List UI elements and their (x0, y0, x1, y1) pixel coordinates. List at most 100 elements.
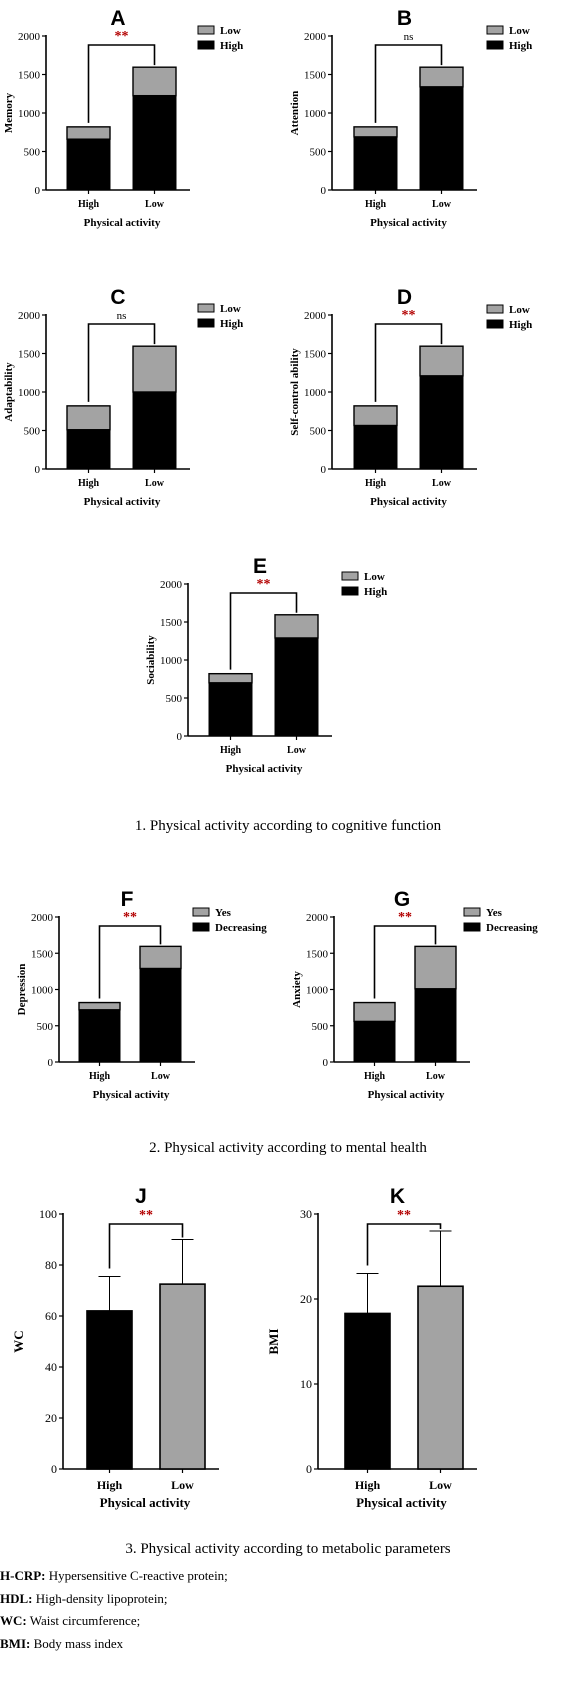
panel-k-significance-label: ** (397, 1208, 411, 1223)
panel-a-y-tick-label-0: 0 (35, 185, 41, 197)
panel-d-letter: D (397, 286, 412, 309)
panel-j-letter: J (135, 1185, 147, 1208)
panel-k-y-tick-label-1: 10 (300, 1377, 312, 1391)
panel-f-x-tick-label-1: Low (151, 1071, 171, 1082)
panel-a-bar-0-high (66, 138, 111, 191)
panel-j-x-tick-label-1: Low (171, 1478, 194, 1492)
panel-a-letter: A (110, 7, 125, 30)
panel-f-bar-0-yes (78, 1001, 121, 1011)
panel-j-y-tick-label-2: 40 (45, 1360, 57, 1374)
panel-g-significance-bracket (373, 925, 437, 999)
panel-d-legend-label-1: High (509, 319, 532, 331)
panel-g-x-label: Physical activity (368, 1089, 445, 1101)
panel-a-y-tick-label-3: 1500 (18, 70, 41, 82)
panel-b-x-tick-label-1: Low (432, 199, 452, 210)
panel-a-x-tick-label-0: High (78, 199, 100, 210)
abbreviation-hdl: HDL: High-density lipoprotein; (0, 1591, 168, 1606)
panel-g-significance-label: ** (398, 910, 412, 925)
panel-k-x-tick-label-0: High (355, 1478, 381, 1492)
panel-k-y-tick-label-3: 30 (300, 1207, 312, 1221)
abbreviation-hcrp: H-CRP: Hypersensitive C-reactive protein… (0, 1568, 228, 1583)
panel-j-y-tick-label-1: 20 (45, 1411, 57, 1425)
panel-c-y-tick-label-2: 1000 (18, 387, 41, 399)
panel-b-bar-0-low (353, 126, 398, 138)
panel-d-y-tick-label-3: 1500 (304, 349, 327, 361)
panel-f-significance-bracket (98, 925, 162, 999)
caption-cognitive: 1. Physical activity according to cognit… (134, 818, 442, 834)
panel-j-x-label: Physical activity (100, 1495, 191, 1510)
panel-c-significance-bracket (87, 323, 156, 402)
panel-k-bar-0 (344, 1312, 391, 1470)
panel-g-legend-swatch-0 (463, 907, 481, 917)
panel-d-bar-1-low (419, 345, 464, 377)
panel-a-y-tick-label-2: 1000 (18, 108, 41, 120)
panel-d-legend-swatch-0 (486, 304, 504, 314)
panel-f-significance-label: ** (123, 910, 137, 925)
panel-d-significance-bracket (374, 323, 443, 402)
panel-d-y-tick-label-0: 0 (321, 464, 327, 476)
panel-b-bar-1-low (419, 66, 464, 88)
panel-c-legend-swatch-0 (197, 303, 215, 313)
panel-k-x-label: Physical activity (356, 1495, 447, 1510)
panel-f-y-tick-label-0: 0 (48, 1057, 54, 1069)
panel-j-bar-1 (159, 1283, 206, 1470)
abbreviation-bmi: BMI: Body mass index (0, 1636, 124, 1651)
panel-f-y-tick-label-1: 500 (37, 1021, 54, 1033)
panel-b-bar-0-high (353, 136, 398, 191)
panel-e-significance-label: ** (257, 577, 271, 592)
panel-e-y-tick-label-0: 0 (177, 731, 183, 743)
panel-c-x-tick-label-1: Low (145, 478, 165, 489)
panel-b-letter: B (397, 7, 412, 30)
panel-g-y-tick-label-2: 1000 (306, 985, 329, 997)
panel-f-y-tick-label-3: 1500 (31, 948, 54, 960)
panel-j-y-tick-label-4: 80 (45, 1258, 57, 1272)
panel-d-x-tick-label-0: High (365, 478, 387, 489)
panel-e-legend-label-0: Low (364, 571, 385, 583)
panel-d-x-tick-label-1: Low (432, 478, 452, 489)
panel-a-y-label: Memory (3, 92, 15, 133)
panel-a-bar-1-high (132, 95, 177, 191)
panel-b-legend-label-1: High (509, 40, 532, 52)
panel-e-bar-1-high (274, 637, 319, 737)
panel-a-x-label: Physical activity (84, 217, 161, 229)
panel-f-x-tick-label-0: High (89, 1071, 111, 1082)
panel-j-bar-0 (86, 1310, 133, 1470)
panel-b-y-label: Attention (289, 91, 301, 136)
panel-j-y-tick-label-0: 0 (51, 1462, 57, 1476)
panel-b-y-tick-label-3: 1500 (304, 70, 327, 82)
panel-e-bar-0-low (208, 672, 253, 684)
panel-d-y-tick-label-1: 500 (310, 426, 327, 438)
panel-f-bar-1-yes (139, 945, 182, 970)
panel-d-y-label: Self-control ability (289, 348, 301, 436)
panel-f-x-label: Physical activity (93, 1089, 170, 1101)
panel-k-y-tick-label-0: 0 (306, 1462, 312, 1476)
panel-c-y-tick-label-0: 0 (35, 464, 41, 476)
panel-b-significance-label: ns (404, 31, 414, 43)
panel-b-x-label: Physical activity (370, 217, 447, 229)
panel-g-x-tick-label-1: Low (426, 1071, 446, 1082)
panel-a-legend-label-0: Low (220, 25, 241, 37)
panel-f-legend-swatch-0 (192, 907, 210, 917)
panel-e-y-label: Sociability (145, 635, 157, 685)
panel-g-legend-label-0: Yes (486, 907, 503, 919)
panel-e-x-tick-label-0: High (220, 745, 242, 756)
panel-b-legend-label-0: Low (509, 25, 530, 37)
panel-j-y-tick-label-5: 100 (39, 1207, 57, 1221)
panel-e-legend-swatch-1 (341, 586, 359, 596)
panel-d-y-tick-label-2: 1000 (304, 387, 327, 399)
caption-mental-health: 2. Physical activity according to mental… (149, 1140, 427, 1156)
panel-d-significance-label: ** (402, 308, 416, 323)
panel-e-x-label: Physical activity (226, 763, 303, 775)
panel-k-x-tick-label-1: Low (429, 1478, 452, 1492)
panel-g-y-label: Anxiety (291, 971, 303, 1008)
panel-g-x-tick-label-0: High (364, 1071, 386, 1082)
panel-c-significance-label: ns (117, 310, 127, 322)
panel-e-letter: E (253, 555, 267, 578)
panel-c-x-tick-label-0: High (78, 478, 100, 489)
panel-e-y-tick-label-2: 1000 (160, 655, 183, 667)
panel-c-bar-1-low (132, 345, 177, 393)
panel-a-y-tick-label-1: 500 (24, 147, 41, 159)
panel-f-y-tick-label-2: 1000 (31, 985, 54, 997)
panel-c-legend-swatch-1 (197, 318, 215, 328)
